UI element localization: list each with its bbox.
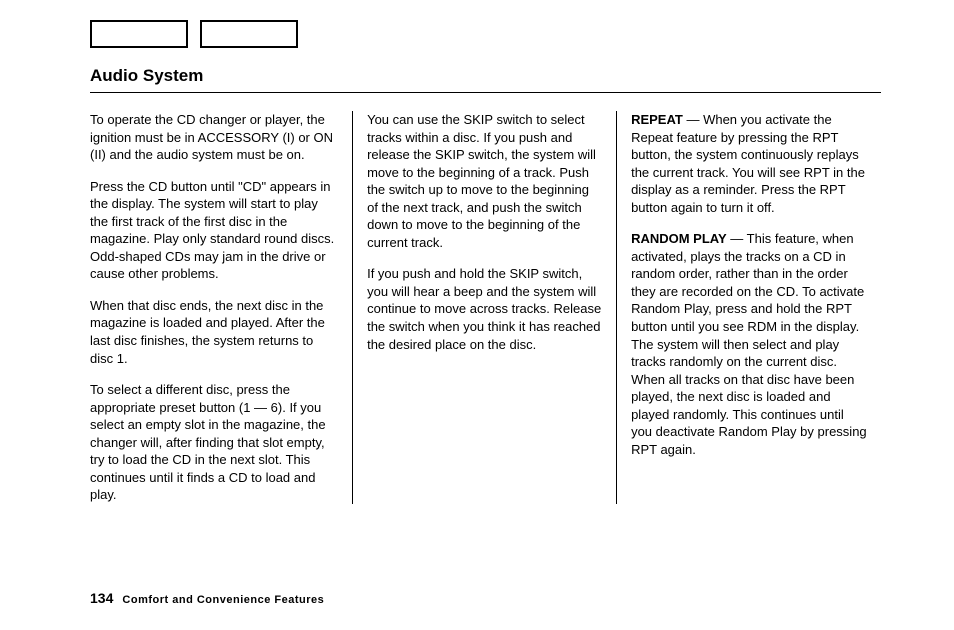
feature-heading: RANDOM PLAY — [631, 231, 727, 246]
title-divider — [90, 92, 881, 93]
header-boxes-row — [90, 20, 914, 48]
text-columns: To operate the CD changer or player, the… — [90, 111, 881, 504]
body-paragraph: Press the CD button until "CD" appears i… — [90, 178, 338, 283]
feature-body: — This feature, when activated, plays th… — [631, 231, 867, 457]
feature-heading: REPEAT — [631, 112, 683, 127]
body-paragraph: REPEAT — When you activate the Repeat fe… — [631, 111, 867, 216]
page-number: 134 — [90, 590, 113, 606]
body-paragraph: To select a different disc, press the ap… — [90, 381, 338, 504]
body-paragraph: You can use the SKIP switch to select tr… — [367, 111, 602, 251]
manual-page: Audio System To operate the CD changer o… — [0, 0, 954, 524]
column-3: REPEAT — When you activate the Repeat fe… — [617, 111, 881, 504]
header-box — [200, 20, 298, 48]
body-paragraph: If you push and hold the SKIP switch, yo… — [367, 265, 602, 353]
page-footer: 134 Comfort and Convenience Features — [90, 590, 324, 606]
header-box — [90, 20, 188, 48]
body-paragraph: When that disc ends, the next disc in th… — [90, 297, 338, 367]
feature-body: — When you activate the Repeat feature b… — [631, 112, 865, 215]
page-title: Audio System — [90, 66, 914, 86]
body-paragraph: To operate the CD changer or player, the… — [90, 111, 338, 164]
column-1: To operate the CD changer or player, the… — [90, 111, 353, 504]
column-2: You can use the SKIP switch to select tr… — [353, 111, 617, 504]
footer-section-name: Comfort and Convenience Features — [122, 594, 324, 606]
body-paragraph: RANDOM PLAY — This feature, when activat… — [631, 230, 867, 458]
